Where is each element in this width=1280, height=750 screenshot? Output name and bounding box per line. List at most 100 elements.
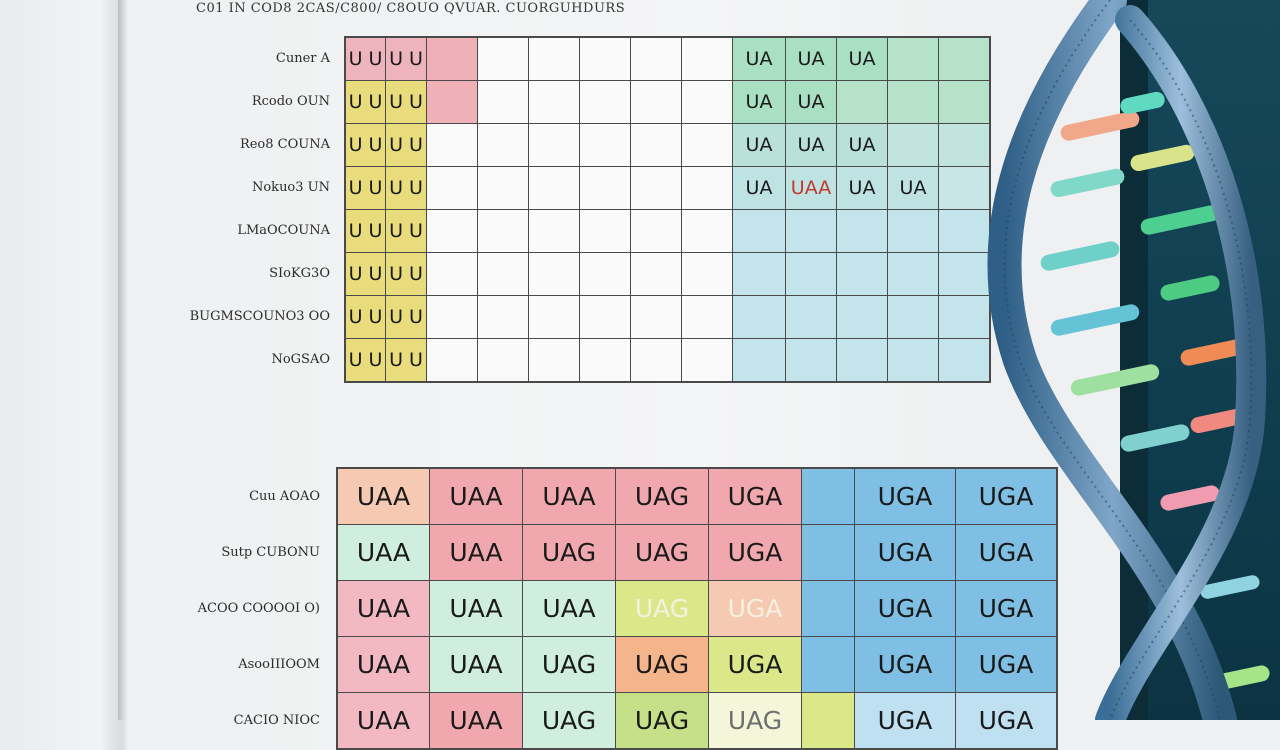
codon-cell	[733, 253, 785, 295]
codon-cell: UAA	[523, 469, 615, 524]
codon-cell: U U	[346, 38, 385, 80]
codon-cell	[837, 81, 887, 123]
codon-cell	[631, 124, 681, 166]
codon-cell: U U	[346, 296, 385, 338]
codon-cell: UAG	[523, 637, 615, 692]
codon-cell	[888, 210, 938, 252]
codon-cell: U U	[346, 253, 385, 295]
codon-cell	[786, 296, 836, 338]
codon-cell: UAG	[616, 525, 708, 580]
codon-cell: UAA	[338, 637, 429, 692]
row-label: CACIO NIOC	[233, 712, 320, 728]
codon-cell	[888, 38, 938, 80]
codon-cell	[888, 124, 938, 166]
codon-cell	[427, 38, 477, 80]
codon-cell: UA	[733, 124, 785, 166]
codon-cell	[580, 253, 630, 295]
codon-cell: UAG	[523, 693, 615, 748]
codon-cell	[786, 253, 836, 295]
codon-cell: UGA	[709, 525, 801, 580]
codon-cell: UGA	[855, 525, 955, 580]
codon-cell: UA	[733, 38, 785, 80]
codon-cell: UAA	[430, 637, 522, 692]
codon-cell	[631, 210, 681, 252]
codon-cell	[939, 339, 989, 381]
codon-cell: UGA	[956, 469, 1056, 524]
row-label: Cuner A	[275, 51, 330, 66]
codon-cell	[427, 167, 477, 209]
codon-cell	[580, 296, 630, 338]
page-edge-shadow	[118, 0, 126, 720]
codon-cell	[733, 339, 785, 381]
codon-cell: UAG	[616, 469, 708, 524]
codon-cell: UAG	[616, 637, 708, 692]
row-label: Nokuo3 UN	[251, 180, 330, 195]
codon-cell	[631, 167, 681, 209]
row-label: SIoKG3O	[269, 266, 330, 281]
codon-cell: UA	[733, 81, 785, 123]
codon-cell: UGA	[956, 525, 1056, 580]
codon-cell	[939, 124, 989, 166]
codon-cell	[682, 253, 732, 295]
codon-cell	[427, 124, 477, 166]
codon-cell: UGA	[709, 469, 801, 524]
codon-cell: U U	[386, 124, 426, 166]
codon-cell	[529, 124, 579, 166]
codon-cell	[631, 253, 681, 295]
codon-cell	[802, 469, 854, 524]
codon-cell: U U	[386, 296, 426, 338]
codon-cell: UAA	[523, 581, 615, 636]
codon-cell	[529, 339, 579, 381]
codon-cell	[631, 339, 681, 381]
codon-cell	[837, 339, 887, 381]
codon-cell: UAG	[616, 693, 708, 748]
codon-cell: UAA	[430, 469, 522, 524]
bottom-codon-table: UAA UAA UAA UAG UGA UGA UGA UAA UAA UAG UAG UGA UGA U…	[336, 467, 1058, 750]
codon-cell	[478, 38, 528, 80]
codon-cell: UGA	[956, 581, 1056, 636]
codon-cell	[682, 38, 732, 80]
codon-cell: UAA	[338, 581, 429, 636]
codon-cell: UA	[888, 167, 938, 209]
codon-cell	[478, 124, 528, 166]
row-label: Cuu AOAO	[249, 488, 320, 504]
codon-cell: UGA	[855, 581, 955, 636]
codon-cell: UA	[837, 124, 887, 166]
row-label: Reo8 COUNA	[239, 137, 330, 152]
codon-cell: U U	[386, 81, 426, 123]
codon-cell	[682, 339, 732, 381]
codon-cell	[939, 210, 989, 252]
codon-cell	[733, 210, 785, 252]
codon-cell	[529, 167, 579, 209]
codon-cell	[888, 339, 938, 381]
codon-cell: UGA	[709, 581, 801, 636]
codon-cell	[580, 38, 630, 80]
codon-cell	[733, 296, 785, 338]
codon-cell: UGA	[855, 469, 955, 524]
row-label: BUGMSCOUNO3 OO	[189, 309, 330, 324]
codon-cell	[682, 81, 732, 123]
codon-cell	[478, 296, 528, 338]
codon-cell	[529, 296, 579, 338]
codon-cell: UA	[786, 124, 836, 166]
codon-cell	[682, 167, 732, 209]
codon-cell: U U	[386, 38, 426, 80]
codon-cell	[837, 210, 887, 252]
codon-cell	[427, 81, 477, 123]
codon-cell	[682, 296, 732, 338]
codon-cell	[580, 167, 630, 209]
codon-cell: UAG	[709, 693, 801, 748]
codon-cell	[529, 38, 579, 80]
codon-cell: U U	[346, 339, 385, 381]
codon-cell	[786, 339, 836, 381]
codon-cell	[580, 210, 630, 252]
codon-cell	[939, 167, 989, 209]
codon-cell	[682, 210, 732, 252]
codon-cell: U U	[386, 210, 426, 252]
codon-cell: UAG	[523, 525, 615, 580]
codon-cell	[682, 124, 732, 166]
codon-cell: UAA	[338, 469, 429, 524]
codon-cell: U U	[386, 253, 426, 295]
codon-cell	[631, 38, 681, 80]
codon-cell	[529, 81, 579, 123]
